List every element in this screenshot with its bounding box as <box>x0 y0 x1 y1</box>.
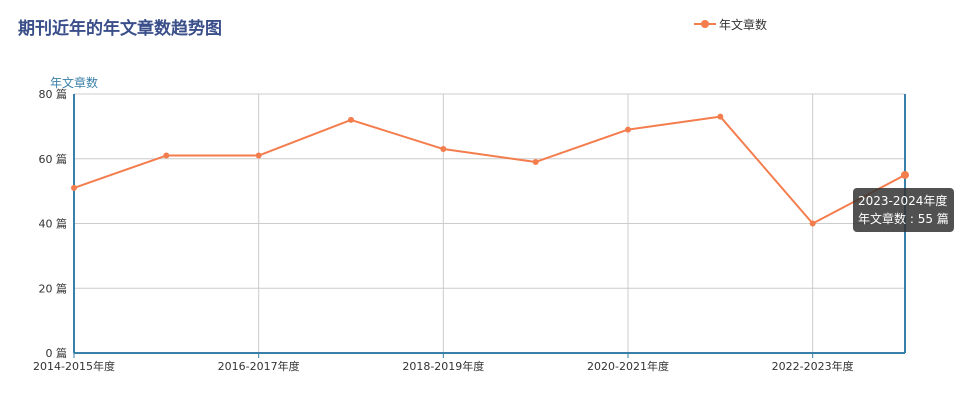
y-tick-label: 40 篇 <box>39 217 68 231</box>
x-tick-label: 2014-2015年度 <box>33 359 115 373</box>
tooltip-category: 2023-2024年度 <box>858 194 948 208</box>
y-tick-label: 60 篇 <box>39 152 68 166</box>
chart-title: 期刊近年的年文章数趋势图 <box>18 19 222 39</box>
data-point <box>255 152 262 159</box>
data-point <box>532 158 539 165</box>
data-point <box>348 116 354 123</box>
series-line <box>73 115 906 225</box>
x-tick-label: 2018-2019年度 <box>402 359 484 373</box>
legend-label: 年文章数 <box>719 17 768 32</box>
y-tick-label: 80 篇 <box>39 87 68 101</box>
data-point <box>163 152 170 159</box>
data-point <box>809 220 816 227</box>
tooltip-value-row: 年文章数 : 55 篇 <box>858 212 949 226</box>
x-tick-label: 2020-2021年度 <box>587 359 669 373</box>
data-point <box>901 170 909 179</box>
legend[interactable]: 年文章数 <box>694 15 767 33</box>
data-point <box>717 113 724 120</box>
data-point <box>71 184 77 191</box>
y-tick-label: 0 篇 <box>46 346 68 360</box>
x-tick-label: 2022-2023年度 <box>772 359 854 373</box>
data-point <box>625 126 631 133</box>
tooltip: 2023-2024年度 年文章数 : 55 篇 <box>853 188 954 232</box>
tooltip-series: 年文章数 <box>858 212 907 226</box>
data-point <box>440 146 447 153</box>
tooltip-value: 55 篇 <box>917 212 949 226</box>
y-tick-label: 20 篇 <box>39 281 68 295</box>
x-tick-label: 2016-2017年度 <box>218 359 300 373</box>
y-axis-name: 年文章数 <box>50 76 99 90</box>
legend-line-icon <box>694 20 716 28</box>
